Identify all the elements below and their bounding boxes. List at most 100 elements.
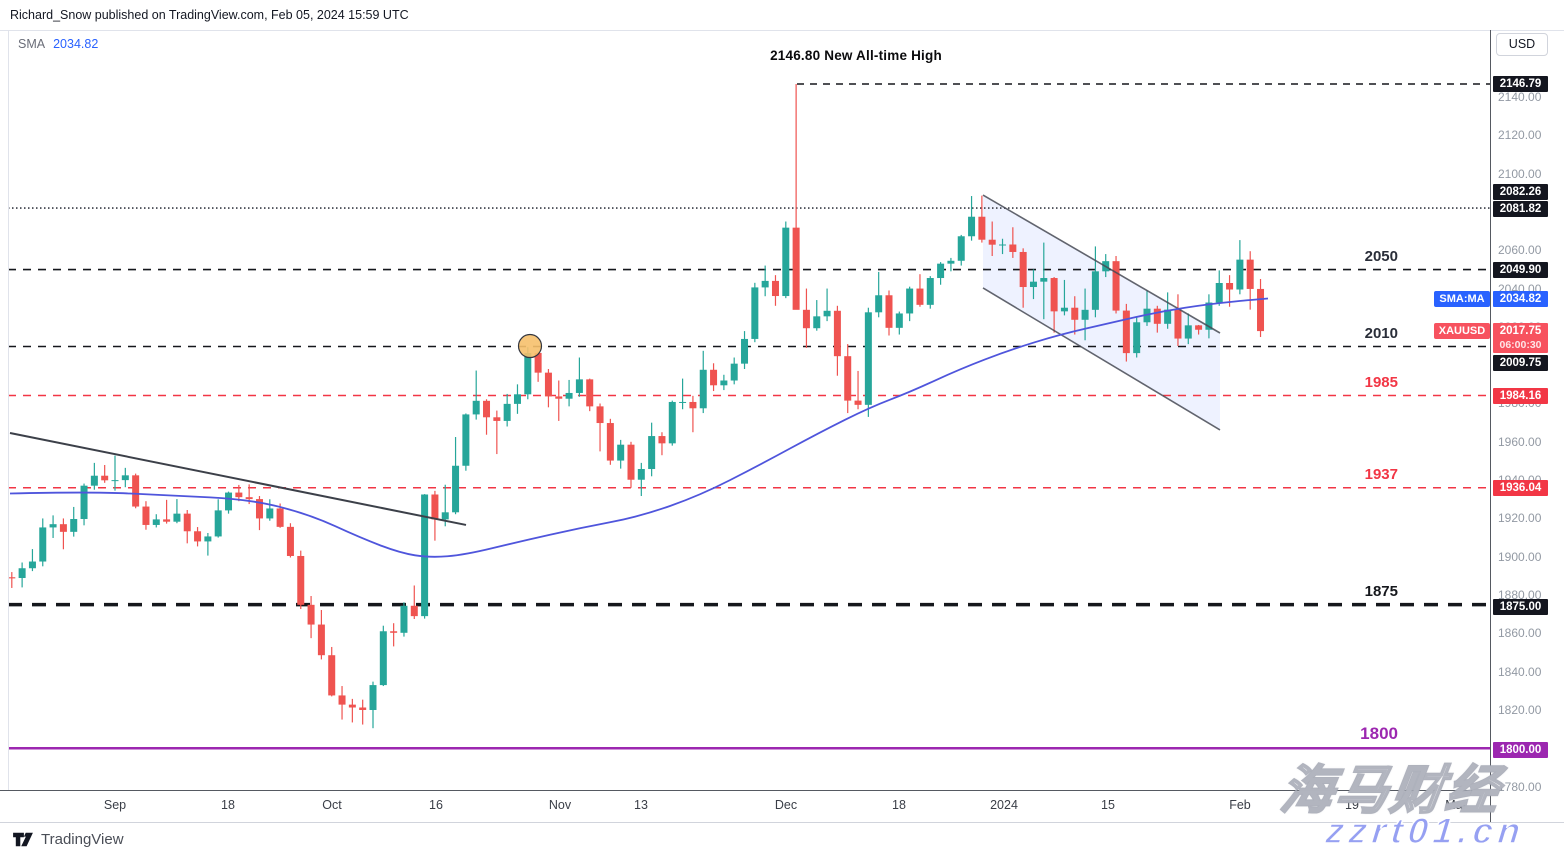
level-label-1875: 1875 [1364,582,1398,600]
candle-body [90,475,98,486]
level-label-2010: 2010 [1364,324,1398,342]
candle-body [483,400,491,418]
candle-body [947,260,955,264]
candle-body [833,310,841,357]
candle-body [452,465,460,513]
price-tick-1960.00: 1960.00 [1498,434,1542,449]
candle-body [1009,244,1017,252]
level-label-1937: 1937 [1364,465,1398,483]
channel-lower-line [982,287,1221,431]
candle-body [906,288,914,314]
price-tick-2120.00: 2120.00 [1498,128,1542,143]
candle-body [163,519,171,522]
price-badge-1936.04: 1936.04 [1493,480,1548,496]
time-tick-19: 19 [1345,798,1359,812]
side-label-SMA:MA: SMA:MA [1434,291,1490,307]
time-tick-Mar: Mar [1445,798,1467,812]
candle-body [39,527,47,562]
time-tick-Oct: Oct [322,798,342,812]
candle-body [121,475,129,481]
chart-canvas[interactable] [0,0,1492,823]
price-tick-2140.00: 2140.00 [1498,90,1542,104]
candle-body [245,497,253,500]
candle-body [596,406,604,424]
candle-body [751,287,759,339]
candle-body [80,485,88,520]
candle-body [1236,259,1244,290]
price-badge-2017.75: 2017.75 06:00:30 [1493,323,1548,353]
circle-marker [517,333,543,359]
price-tick-2060.00: 2060.00 [1498,243,1542,258]
attribution-header: Richard_Snow published on TradingView.co… [10,8,409,22]
candle-body [317,624,325,656]
candle-body [968,216,976,237]
candle-body [741,338,749,364]
candle-body [1164,309,1172,324]
footer-bar: TradingView [12,830,124,848]
candle-body [844,356,852,401]
price-tick-2100.00: 2100.00 [1498,166,1542,181]
candle-body [441,512,449,520]
candle-body [183,513,191,532]
price-badge-2081.82: 2081.82 [1493,201,1548,217]
ath-annotation: 2146.80 New All-time High [770,48,942,63]
currency-button[interactable]: USD [1496,33,1548,56]
candle-body [937,263,945,279]
candle-body [1257,288,1265,332]
candle-body [8,577,16,579]
candle-body [658,436,666,444]
candle-body [1081,309,1089,320]
price-tick-1880.00: 1880.00 [1498,588,1542,603]
candle-body [534,352,542,373]
candle-body [1112,261,1120,311]
tradingview-logo-icon[interactable] [12,830,34,848]
candle-body [493,417,501,421]
candle-body [648,436,656,470]
candle-body [565,392,573,399]
candle-body [462,414,470,466]
candle-body [1133,322,1141,354]
indicator-value: 2034.82 [53,37,99,51]
candle-body [513,394,521,404]
candle-body [586,379,594,407]
candle-body [957,236,965,261]
candle-body [379,631,387,686]
candle-body [111,480,119,482]
candle-body [668,401,676,444]
candle-body [627,444,635,480]
candle-body [999,244,1007,246]
candle-body [431,494,439,520]
price-badge-2146.79: 2146.79 [1493,76,1548,92]
descending-channel-fill [983,195,1220,430]
candle-body [132,475,140,507]
candle-body [1153,308,1161,324]
candle-body [142,506,150,525]
channel-upper-line [982,194,1221,334]
candle-body [544,372,552,397]
candle-body [1019,251,1027,288]
candle-body [214,510,222,537]
candle-body [555,396,563,399]
time-tick-Feb: Feb [1229,798,1251,812]
candle-body [400,605,408,633]
candle-body [1071,307,1079,320]
candle-body [710,369,718,386]
tradingview-brand[interactable]: TradingView [41,830,124,848]
candle-body [916,288,924,305]
candle-body [761,280,769,288]
time-tick-Nov: Nov [548,798,572,812]
candle-body [338,695,346,705]
side-label-XAUUSD: XAUUSD [1434,323,1490,339]
price-tick-1840.00: 1840.00 [1498,664,1542,679]
candle-body [410,605,418,617]
indicator-legend[interactable]: SMA 2034.82 [18,37,98,51]
candle-body [503,403,511,421]
candle-body [421,494,429,617]
candle-body [988,239,996,245]
price-badge-1875.00: 1875.00 [1493,599,1548,615]
time-tick-16: 16 [429,798,443,812]
candle-body [823,310,831,317]
candle-body [266,508,274,519]
candle-body [926,278,934,305]
indicator-name: SMA [18,37,46,51]
